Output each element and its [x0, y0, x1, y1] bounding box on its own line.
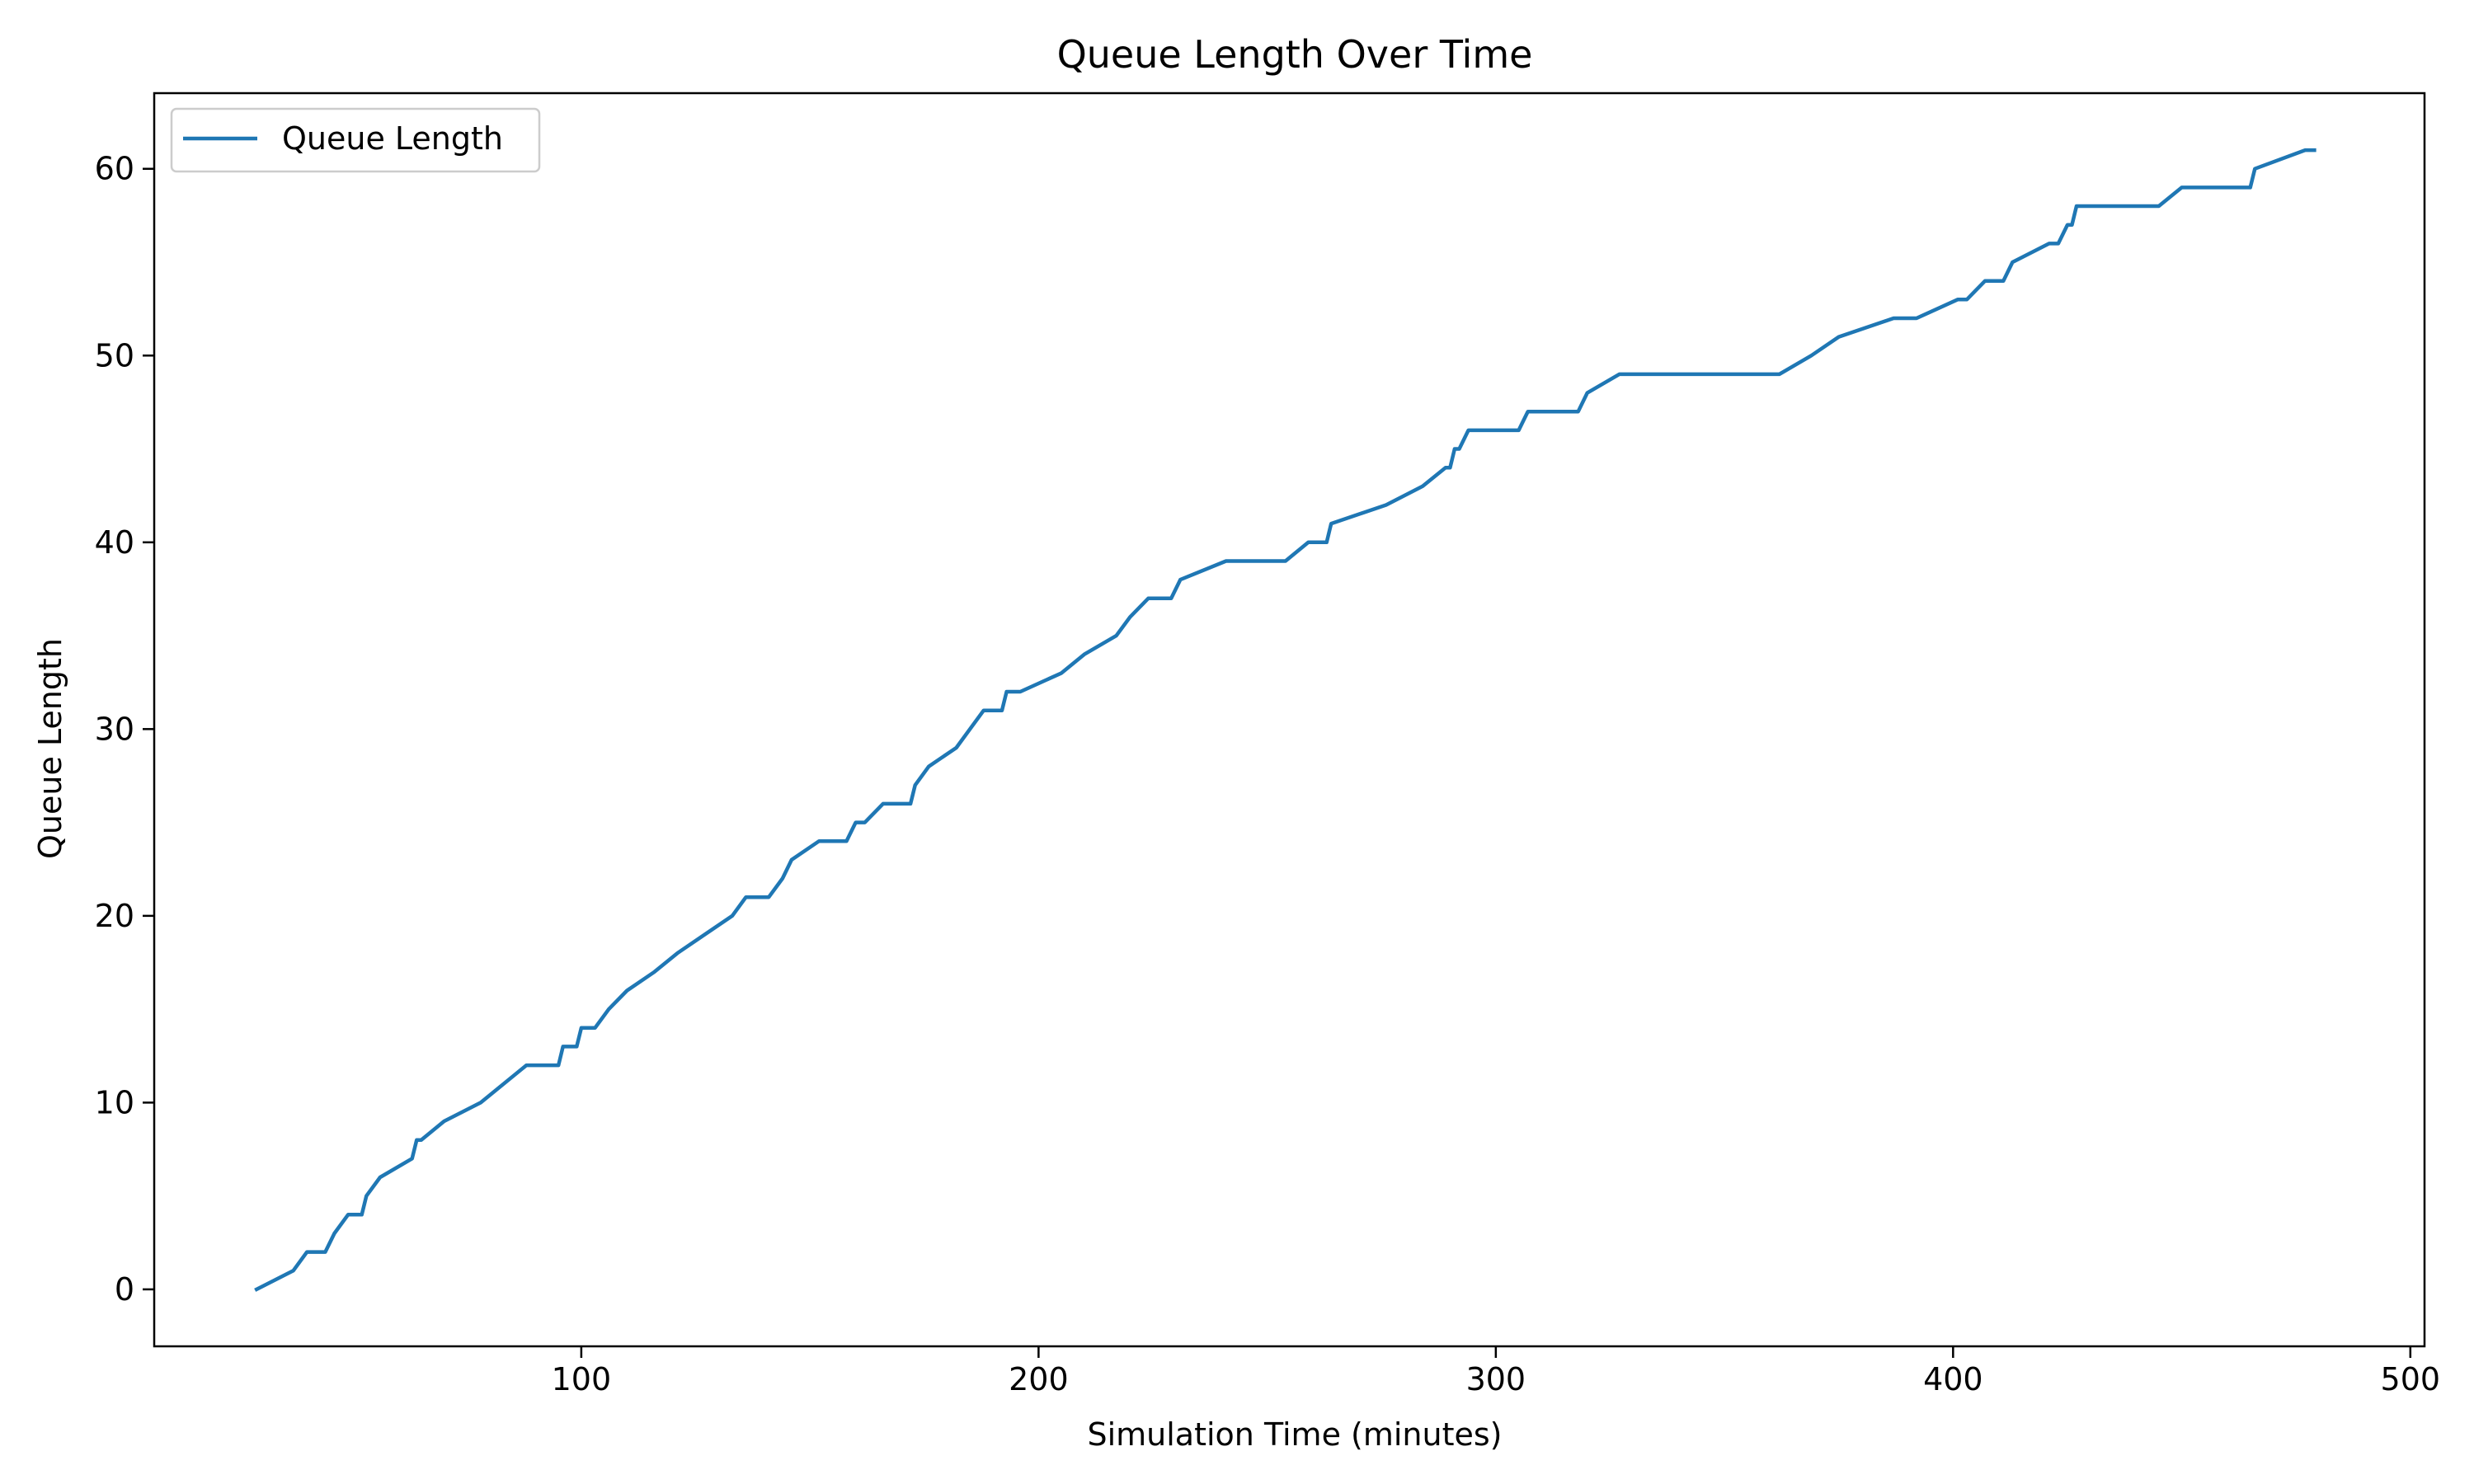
series-line-0	[254, 148, 2316, 1292]
y-tick-label: 10	[95, 1084, 134, 1120]
line-layer	[254, 148, 2316, 1292]
y-tick-label: 50	[95, 337, 134, 373]
legend-frame	[170, 107, 541, 173]
y-tick-label: 40	[95, 524, 134, 561]
x-axis-label: Simulation Time (minutes)	[1087, 1416, 1502, 1453]
legend: Queue Length	[170, 107, 541, 173]
plot-frame	[153, 92, 2426, 1348]
axes-layer: 100 200 300 400 500 0 10 20 30 40 50 60	[95, 92, 2441, 1397]
y-axis-label: Queue Length	[32, 638, 68, 859]
x-tick-label: 400	[1923, 1361, 1983, 1397]
y-tick-label: 0	[115, 1271, 134, 1308]
x-tick-label: 500	[2381, 1361, 2441, 1397]
chart-title: Queue Length Over Time	[1057, 32, 1533, 77]
x-tick-label: 100	[552, 1361, 612, 1397]
x-tick-label: 300	[1466, 1361, 1526, 1397]
y-tick-label: 60	[95, 151, 134, 187]
x-tick-label: 200	[1009, 1361, 1069, 1397]
legend-entry-label: Queue Length	[282, 120, 503, 157]
y-tick-label: 30	[95, 711, 134, 747]
y-tick-label: 20	[95, 898, 134, 934]
